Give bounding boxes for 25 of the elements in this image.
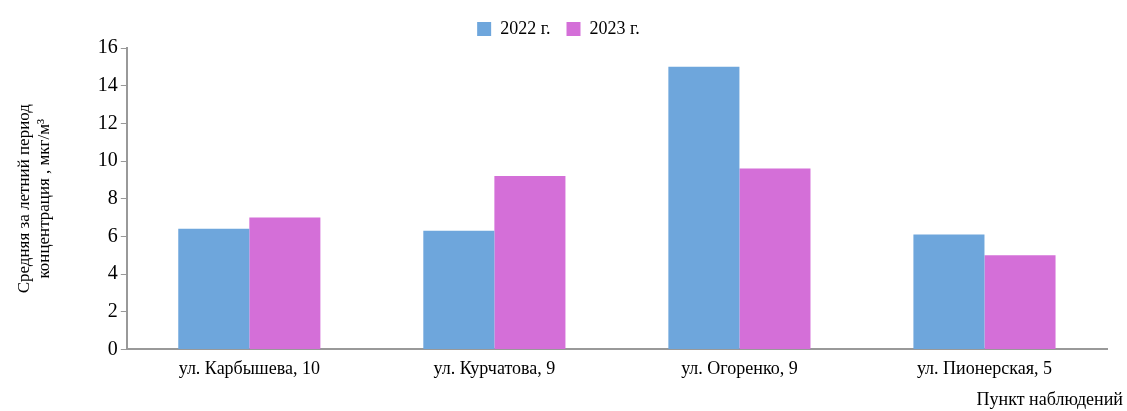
bar — [984, 255, 1056, 349]
bar — [913, 234, 985, 349]
bar — [423, 230, 495, 349]
x-tick-label: ул. Карбышева, 10 — [178, 357, 320, 378]
y-tick-label: 10 — [97, 148, 118, 171]
x-axis-title: Пункт наблюдений — [976, 388, 1124, 409]
x-tick-label: ул. Огоренко, 9 — [681, 357, 798, 378]
y-tick-label: 14 — [97, 72, 118, 95]
y-tick-label: 8 — [107, 185, 118, 208]
x-tick-label: ул. Курчатова, 9 — [433, 357, 556, 378]
legend-label: 2022 г. — [500, 17, 551, 38]
bar — [249, 217, 321, 349]
y-tick-label: 16 — [97, 35, 118, 58]
bar — [668, 66, 740, 349]
bar — [739, 168, 811, 349]
y-tick-label: 6 — [107, 223, 118, 246]
y-tick-label: 4 — [107, 261, 118, 284]
bar — [494, 176, 566, 349]
x-tick-label: ул. Пионерская, 5 — [916, 357, 1053, 378]
legend-label: 2023 г. — [589, 17, 640, 38]
y-axis-title: Средняя за летний период концентрация , мкг/м³ — [13, 103, 54, 294]
y-tick-label: 12 — [97, 110, 118, 133]
y-tick-label: 2 — [107, 298, 118, 321]
bar — [178, 228, 250, 349]
y-tick-label: 0 — [107, 336, 118, 359]
